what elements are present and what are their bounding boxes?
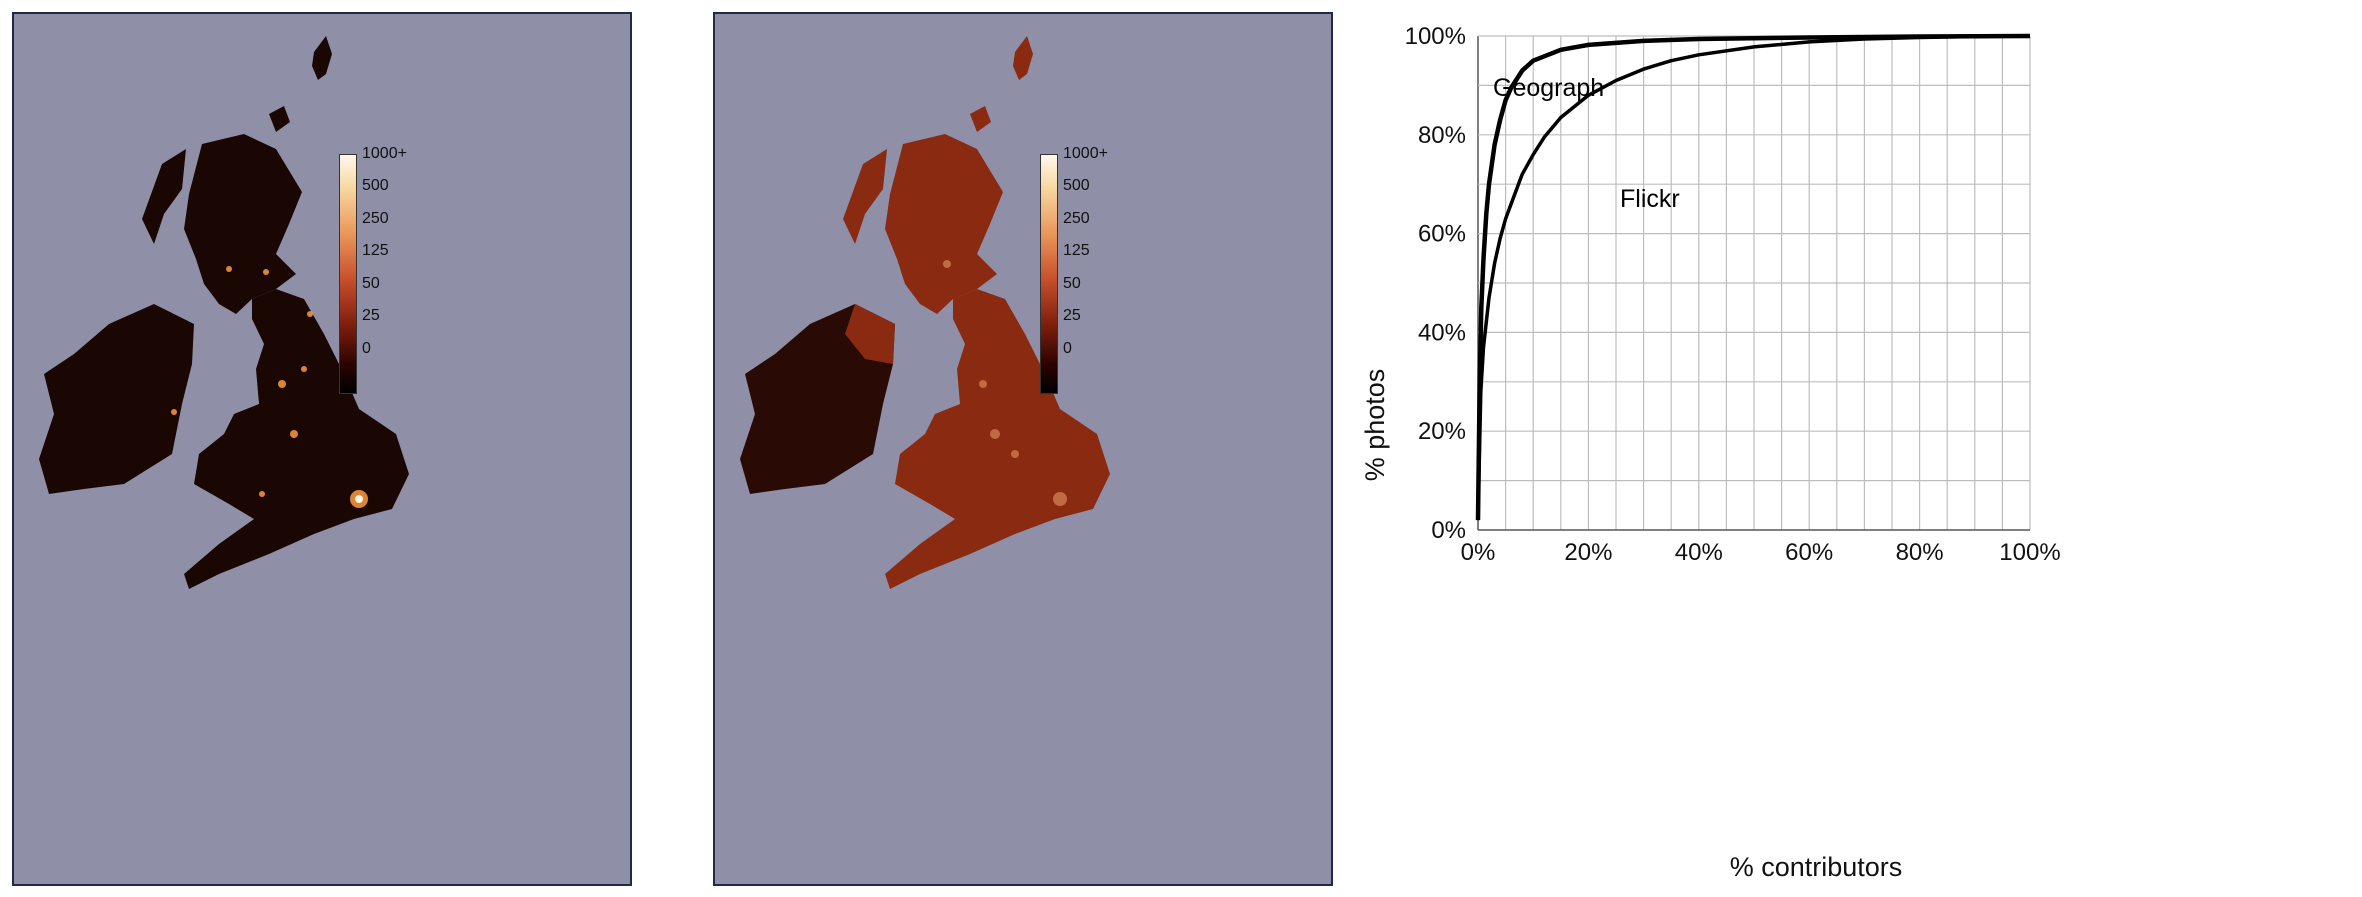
colorbar-left-tick: 25 <box>362 307 380 324</box>
map-right-graphic <box>740 36 1110 589</box>
colorbar-left-tick: 1000+ <box>362 145 407 162</box>
x-tick-label: 20% <box>1564 539 1612 566</box>
city-light-dublin <box>171 409 177 415</box>
map-left-graphic <box>39 36 409 589</box>
y-tick-label: 20% <box>1418 418 1466 445</box>
x-axis-title: % contributors <box>1730 852 1903 882</box>
series-line-geograph <box>1475 33 2031 521</box>
glow-spot <box>1011 450 1019 458</box>
colorbar-left-tick: 50 <box>362 275 380 292</box>
northern-ireland <box>845 304 895 364</box>
colorbar-right-tick: 0 <box>1063 340 1072 357</box>
colorbar-right <box>1040 154 1058 394</box>
shetland-islands <box>312 36 332 80</box>
city-light-london-core <box>355 495 363 503</box>
outer-hebrides <box>843 149 887 244</box>
y-axis-title: % photos <box>1360 369 1390 482</box>
x-tick-label: 80% <box>1896 539 1944 566</box>
city-light-glasgow <box>226 266 232 272</box>
colorbar-left-tick: 500 <box>362 177 389 194</box>
orkney-islands <box>970 106 991 132</box>
colorbar-right-tick: 25 <box>1063 307 1081 324</box>
y-tick-label: 100% <box>1405 23 1466 50</box>
colorbar-right-tick: 500 <box>1063 177 1090 194</box>
scotland <box>885 134 1003 314</box>
city-light-edinburgh <box>263 269 269 275</box>
scotland <box>184 134 302 314</box>
photo-density-map-left: 1000+ 500 250 125 50 25 0 <box>12 12 632 886</box>
city-light-leeds <box>301 366 307 372</box>
series-label-geograph: Geograph <box>1493 74 1604 102</box>
orkney-islands <box>269 106 290 132</box>
x-tick-label: 100% <box>1999 539 2060 566</box>
colorbar-right-tick: 125 <box>1063 242 1090 259</box>
series-line-flickr <box>1476 34 2031 521</box>
city-light-newcastle <box>307 311 313 317</box>
glow-spot <box>979 380 987 388</box>
x-tick-label: 40% <box>1675 539 1723 566</box>
chart-ticks: 0% 20% 40% 60% 80% 100% 0% 20% 40% 60% 80% 100% <box>1405 23 2061 566</box>
city-light-bristol <box>259 491 265 497</box>
ireland <box>39 304 194 494</box>
colorbar-left-tick: 0 <box>362 340 371 357</box>
city-light-birmingham <box>290 430 298 438</box>
cumulative-photos-chart: 0% 20% 40% 60% 80% 100% 0% 20% 40% 60% 80% 100% % c… <box>1360 23 2061 882</box>
colorbar-left <box>339 154 357 394</box>
glow-spot <box>943 260 951 268</box>
x-tick-label: 60% <box>1785 539 1833 566</box>
x-tick-label: 0% <box>1461 539 1496 566</box>
colorbar-right-tick: 1000+ <box>1063 145 1108 162</box>
y-tick-label: 40% <box>1418 319 1466 346</box>
glow-spot <box>1053 492 1067 506</box>
y-tick-label: 60% <box>1418 221 1466 248</box>
england-wales <box>885 289 1110 589</box>
series-label-flickr: Flickr <box>1620 185 1680 213</box>
colorbar-left-tick: 125 <box>362 242 389 259</box>
city-light-manchester <box>278 380 286 388</box>
colorbar-left-tick: 250 <box>362 210 389 227</box>
england-wales <box>184 289 409 589</box>
y-tick-label: 80% <box>1418 122 1466 149</box>
colorbar-right-tick: 250 <box>1063 210 1090 227</box>
glow-spot <box>990 429 1000 439</box>
shetland-islands <box>1013 36 1033 80</box>
contributor-density-map-right: 1000+ 500 250 125 50 25 0 <box>713 12 1333 886</box>
chart-series <box>1475 33 2031 521</box>
chart-grid <box>1477 35 2031 531</box>
ireland <box>740 304 895 494</box>
outer-hebrides <box>142 149 186 244</box>
colorbar-right-tick: 50 <box>1063 275 1081 292</box>
y-tick-label: 0% <box>1431 517 1466 544</box>
